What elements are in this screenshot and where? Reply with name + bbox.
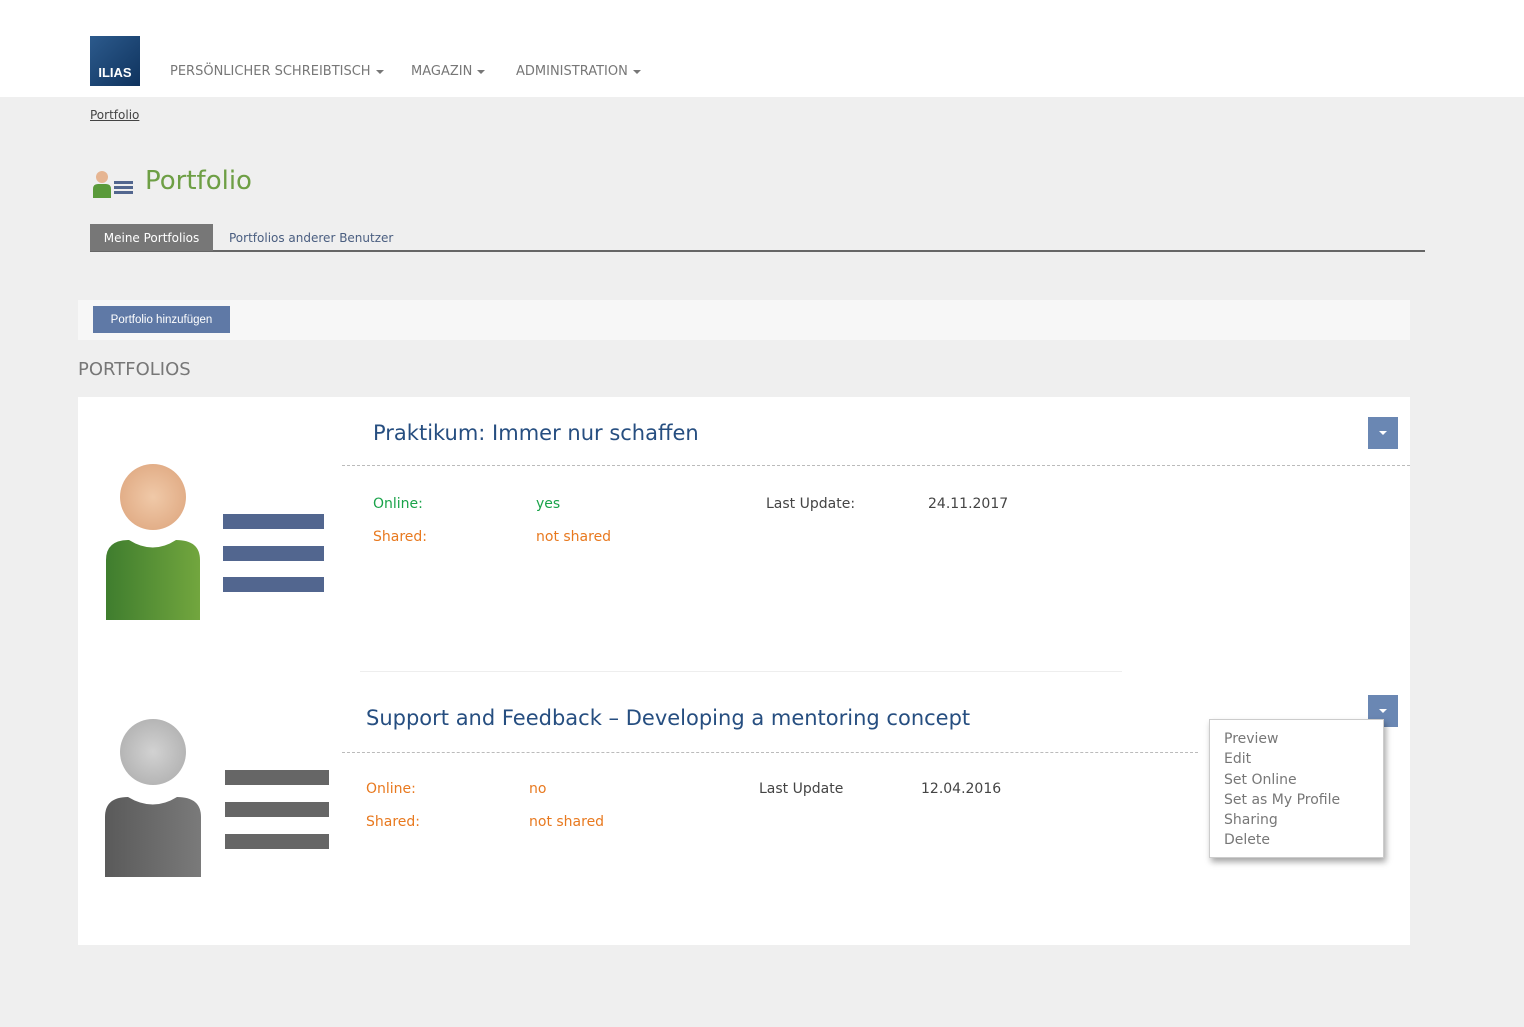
- tab-other-users-portfolios[interactable]: Portfolios anderer Benutzer: [229, 231, 394, 245]
- menu-item-preview[interactable]: Preview: [1224, 731, 1279, 747]
- actions-dropdown-button[interactable]: [1368, 417, 1398, 449]
- tab-my-portfolios[interactable]: Meine Portfolios: [90, 224, 213, 251]
- menu-item-delete[interactable]: Delete: [1224, 832, 1270, 849]
- shared-label: Shared:: [366, 814, 421, 830]
- top-header: [0, 0, 1524, 97]
- actions-menu: Preview Edit Set Online Set as My Profil…: [1209, 719, 1384, 858]
- page-title: Portfolio: [145, 166, 252, 196]
- nav-magazin[interactable]: MAGAZIN: [411, 64, 486, 79]
- online-label: Online:: [373, 496, 423, 512]
- shared-label: Shared:: [373, 529, 428, 545]
- portfolio-thumbnail-icon: [105, 719, 329, 877]
- menu-item-edit[interactable]: Edit: [1224, 751, 1252, 768]
- shared-value: not shared: [529, 814, 605, 830]
- nav-administration[interactable]: ADMINISTRATION: [516, 64, 641, 79]
- online-value: no: [529, 781, 547, 797]
- portfolio-title[interactable]: Support and Feedback – Developing a ment…: [366, 706, 971, 730]
- nav-label: MAGAZIN: [411, 64, 473, 79]
- online-label: Online:: [366, 781, 416, 797]
- menu-item-sharing[interactable]: Sharing: [1224, 812, 1278, 829]
- last-update-value: 24.11.2017: [928, 496, 1009, 512]
- menu-item-set-as-profile[interactable]: Set as My Profile: [1224, 791, 1341, 808]
- caret-down-icon: [477, 69, 486, 74]
- section-heading: PORTFOLIOS: [78, 359, 191, 380]
- caret-down-icon: [632, 69, 641, 74]
- divider: [342, 465, 1410, 466]
- caret-down-icon: [1379, 431, 1387, 435]
- nav-label: ADMINISTRATION: [516, 64, 628, 79]
- caret-down-icon: [1379, 709, 1387, 713]
- last-update-label: Last Update:: [766, 496, 856, 512]
- online-value: yes: [536, 496, 561, 512]
- last-update-value: 12.04.2016: [921, 781, 1002, 797]
- portfolio-thumbnail-icon: [106, 464, 324, 620]
- last-update-label: Last Update: [759, 781, 844, 797]
- item-separator: [360, 671, 1122, 672]
- ilias-logo[interactable]: ILIAS: [90, 36, 140, 86]
- breadcrumb-portfolio[interactable]: Portfolio: [90, 108, 140, 122]
- add-portfolio-button[interactable]: Portfolio hinzufügen: [93, 306, 230, 333]
- caret-down-icon: [375, 69, 384, 74]
- nav-label: PERSÖNLICHER SCHREIBTISCH: [170, 64, 371, 79]
- nav-personal-desk[interactable]: PERSÖNLICHER SCHREIBTISCH: [170, 64, 384, 79]
- divider: [342, 752, 1198, 753]
- portfolio-title[interactable]: Praktikum: Immer nur schaffen: [373, 421, 699, 445]
- tab-divider: [90, 250, 1425, 252]
- menu-item-set-online[interactable]: Set Online: [1224, 771, 1297, 788]
- shared-value: not shared: [536, 529, 612, 545]
- portfolio-icon: [93, 171, 133, 198]
- toolbar: [78, 300, 1410, 340]
